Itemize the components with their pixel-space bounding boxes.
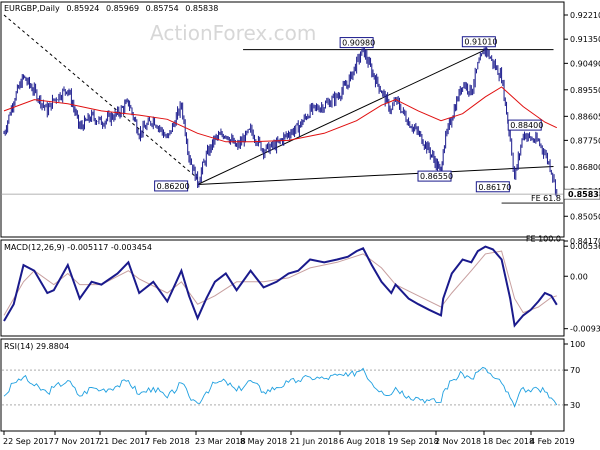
- x-label-6: 21 Jun 2018: [290, 437, 338, 446]
- x-label-7: 6 Aug 2018: [339, 437, 385, 446]
- rsi-panel-title: RSI(14) 29.8804: [4, 342, 69, 351]
- macd-panel-frame: [0, 239, 565, 337]
- price-panel-frame: [0, 1, 565, 238]
- price-y-label-2: 0.90490: [570, 59, 600, 68]
- x-label-4: 23 Mar 2018: [195, 437, 246, 446]
- macd-series-macd: [3, 245, 558, 328]
- price-label-text: 0.91010: [464, 38, 497, 47]
- symbol-title: EURGBP,Daily: [4, 4, 60, 13]
- price-y-label-5: 0.87750: [570, 136, 600, 145]
- ohlc-high: 0.85969: [106, 4, 139, 13]
- ohlc-close: 0.85838: [185, 4, 218, 13]
- price-label-3: 0.86550: [417, 170, 453, 182]
- price-label-box: [475, 181, 510, 193]
- rsi-y-label-2: 30: [570, 401, 580, 410]
- price-label-text: 0.86550: [420, 172, 453, 181]
- moving-average-line: [3, 86, 558, 143]
- price-y-label-9: 0.84170: [570, 237, 600, 246]
- price-label-box: [154, 180, 189, 192]
- price-label-text: 0.88400: [510, 121, 543, 130]
- trendline-2: [197, 48, 488, 185]
- trendline-3: [3, 14, 198, 179]
- macd-panel: 0.005367 0.00 -0.00937: [3, 242, 600, 334]
- x-label-9: 2 Nov 2018: [435, 437, 481, 446]
- macd-y-label-0: 0.005367: [570, 242, 600, 251]
- price-label-0: 0.90980: [339, 37, 375, 49]
- current-price-box: [563, 188, 600, 200]
- watermark: ActionForex.com: [150, 21, 316, 45]
- rsi-line: [3, 366, 558, 408]
- macd-panel-title: MACD(12,26,9) -0.005117 -0.003454: [4, 243, 152, 252]
- fe-label-1: FE 100.0: [526, 234, 561, 243]
- price-y-label-6: 0.86800: [570, 163, 600, 172]
- macd-y-label-2: -0.00937: [570, 325, 600, 334]
- rsi-panel-frame: [0, 338, 565, 432]
- price-label-5: 0.86200: [154, 180, 190, 192]
- price-y-label-8: 0.85050: [570, 212, 600, 221]
- x-label-11: 4 Feb 2019: [530, 437, 575, 446]
- price-y-label-0: 0.92210: [570, 11, 600, 20]
- x-label-0: 22 Sep 2017: [3, 437, 54, 446]
- price-label-box: [417, 170, 452, 182]
- x-label-2: 21 Dec 2017: [99, 437, 150, 446]
- price-y-label-4: 0.88605: [570, 112, 600, 121]
- price-label-4: 0.86170: [475, 181, 511, 193]
- price-label-text: 0.86170: [478, 183, 511, 192]
- fe-label-0: FE 61.8: [531, 194, 561, 203]
- ohlc-low: 0.85754: [146, 4, 179, 13]
- price-label-2: 0.88400: [507, 119, 543, 131]
- price-label-box: [339, 37, 374, 49]
- price-y-label-3: 0.89550: [570, 86, 600, 95]
- rsi-y-label-0: 100: [570, 340, 585, 349]
- x-label-8: 19 Sep 2018: [388, 437, 439, 446]
- price-label-text: 0.90980: [342, 39, 375, 48]
- price-label-box: [507, 119, 542, 131]
- x-label-10: 18 Dec 2018: [483, 437, 534, 446]
- current-price-label: 0.85838: [568, 190, 600, 199]
- macd-series-signal: [3, 250, 557, 316]
- ohlc-open: 0.85924: [66, 4, 99, 13]
- rsi-panel: 100 70 30: [2, 340, 585, 410]
- price-label-box: [461, 36, 496, 48]
- price-panel: 0.92210 0.91350 0.90490 0.89550 0.88605 0.877…: [1, 11, 600, 246]
- x-label-3: 7 Feb 2018: [145, 437, 190, 446]
- macd-y-label-1: 0.00: [570, 272, 588, 281]
- price-panel-title: EURGBP,Daily 0.85924 0.85969 0.85754 0.8…: [4, 4, 218, 13]
- price-label-text: 0.86200: [157, 182, 190, 191]
- price-y-label-1: 0.91350: [570, 35, 600, 44]
- trendline-1: [197, 166, 554, 185]
- x-label-1: 7 Nov 2017: [54, 437, 100, 446]
- x-label-5: 8 May 2018: [240, 437, 287, 446]
- price-label-1: 0.91010: [461, 36, 497, 48]
- rsi-y-label-1: 70: [570, 366, 580, 375]
